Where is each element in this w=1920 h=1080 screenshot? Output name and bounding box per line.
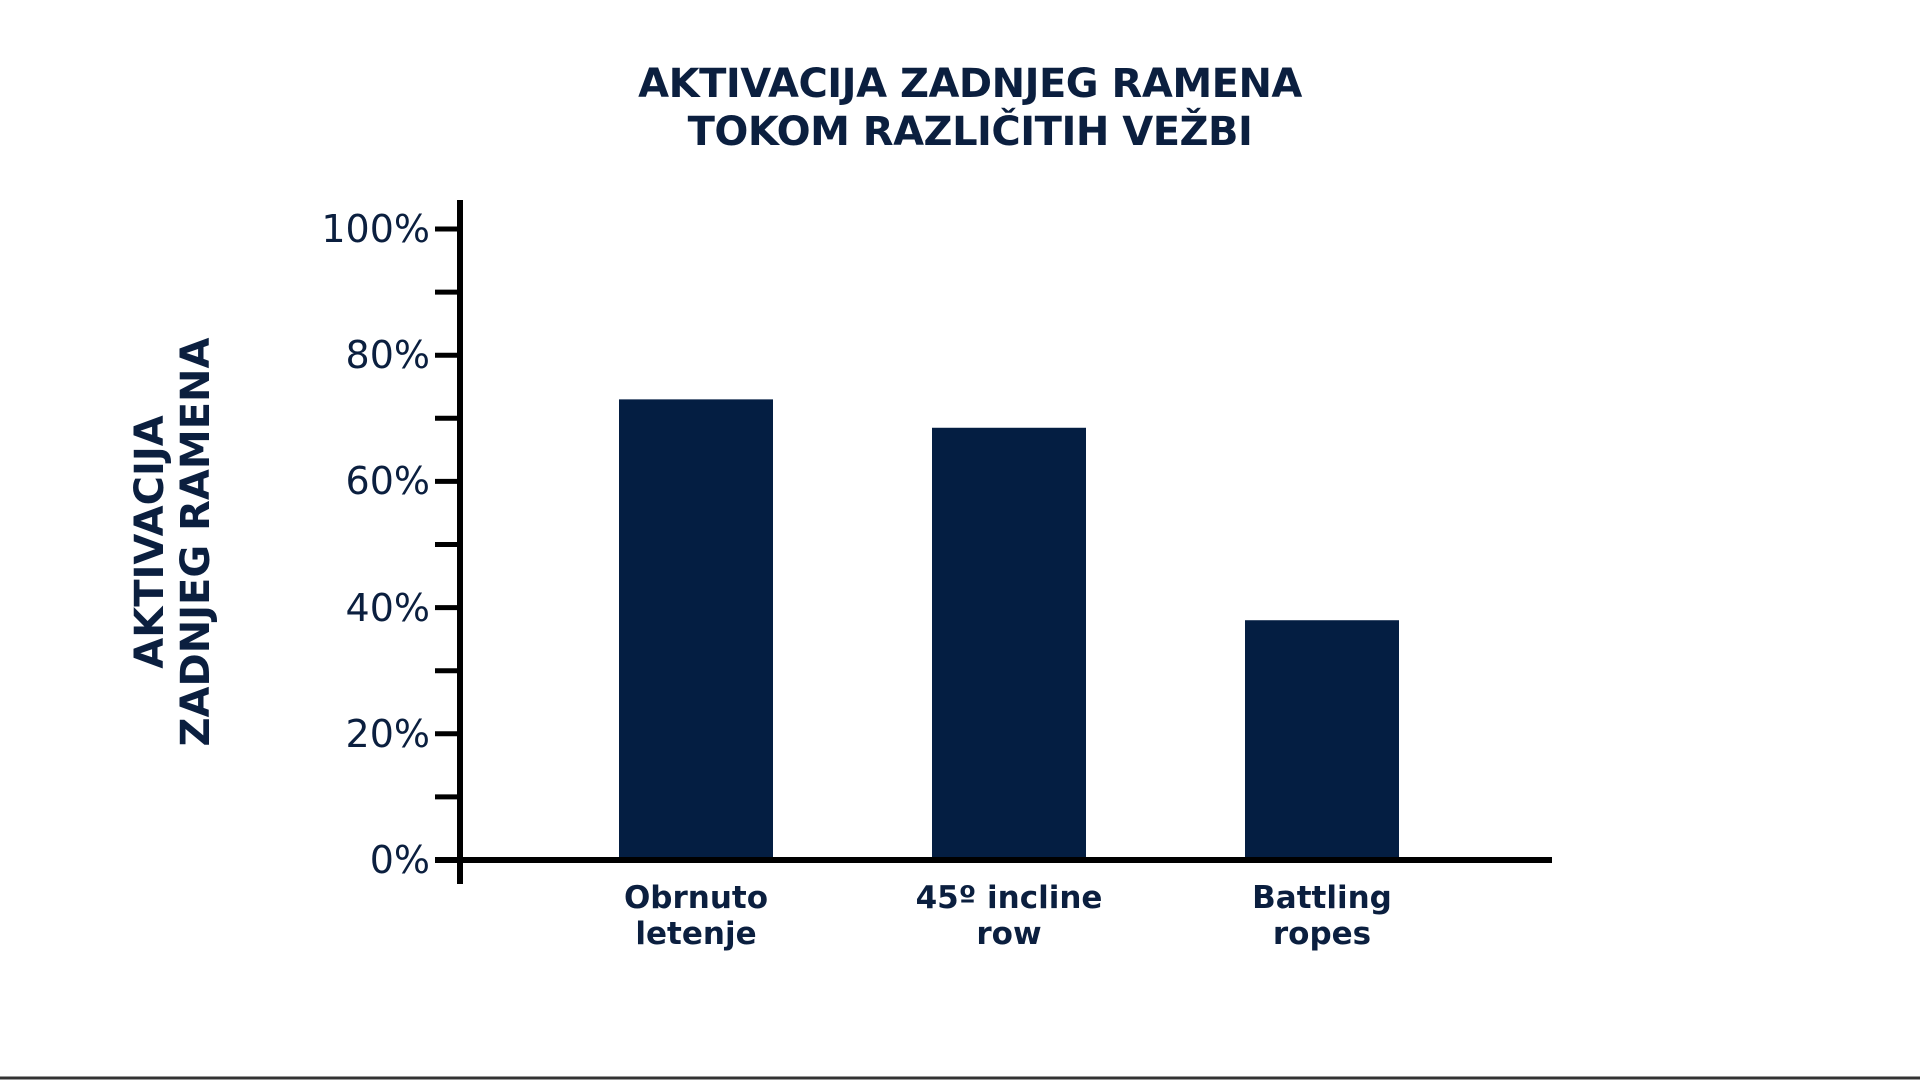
bar xyxy=(932,427,1086,857)
chart-title: AKTIVACIJA ZADNJEG RAMENA TOKOM RAZLIČIT… xyxy=(638,61,1302,155)
x-tick-label: 45º incline row xyxy=(915,880,1103,952)
y-tick-label: 0% xyxy=(369,838,430,882)
y-tick-label: 80% xyxy=(345,333,430,378)
y-axis-label: AKTIVACIJA ZADNJEG RAMENA xyxy=(127,337,219,747)
y-tick-label: 60% xyxy=(345,459,430,504)
y-tick-label: 20% xyxy=(345,711,430,756)
bar xyxy=(619,399,773,857)
x-tick-label: Obrnuto letenje xyxy=(623,880,769,952)
x-tick-label: Battling ropes xyxy=(1252,880,1392,952)
y-tick-label: 100% xyxy=(321,207,430,251)
y-tick-label: 40% xyxy=(345,585,430,630)
bar xyxy=(1245,620,1399,857)
